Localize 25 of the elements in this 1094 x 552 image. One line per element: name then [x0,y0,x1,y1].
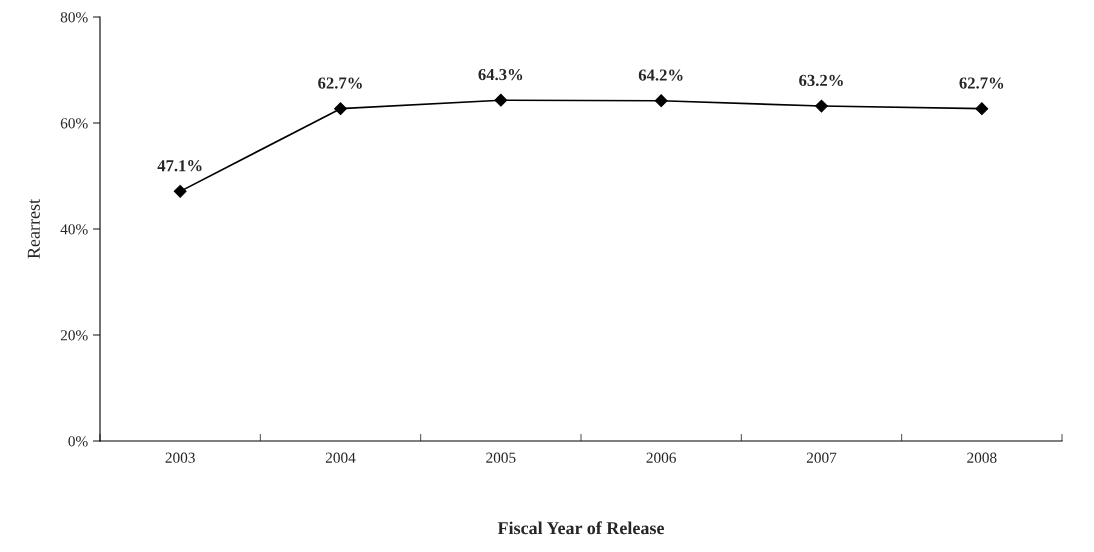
point [654,94,668,108]
y-axis-title: Rearrest [27,199,40,259]
x-tick-label: 2003 [165,452,195,463]
x-tick-label: 2007 [806,452,837,463]
data-label: 62.7% [959,77,1004,89]
x-tick-label: 2006 [646,452,676,463]
point [815,99,828,113]
y-tick-label: 60% [60,118,88,129]
y-tick-label: 80% [60,12,88,23]
data-label: 62.7% [318,77,362,89]
x-tick-label: 2004 [325,452,356,463]
data-label: 64.3% [478,68,523,81]
x-tick-label: 2008 [967,452,997,463]
data-label: 47.1% [157,160,202,172]
point [173,184,187,198]
y-tick-label: 0% [68,436,88,447]
y-tick-label: 20% [60,330,88,341]
data-label: 64.2% [638,69,683,81]
y-tick-label: 40% [60,224,88,235]
point [494,93,508,107]
point [975,102,989,116]
point [334,102,347,116]
data-label: 63.2% [799,74,843,87]
x-tick-label: 2005 [486,452,516,463]
x-axis-title: Fiscal Year of Release [497,521,665,535]
